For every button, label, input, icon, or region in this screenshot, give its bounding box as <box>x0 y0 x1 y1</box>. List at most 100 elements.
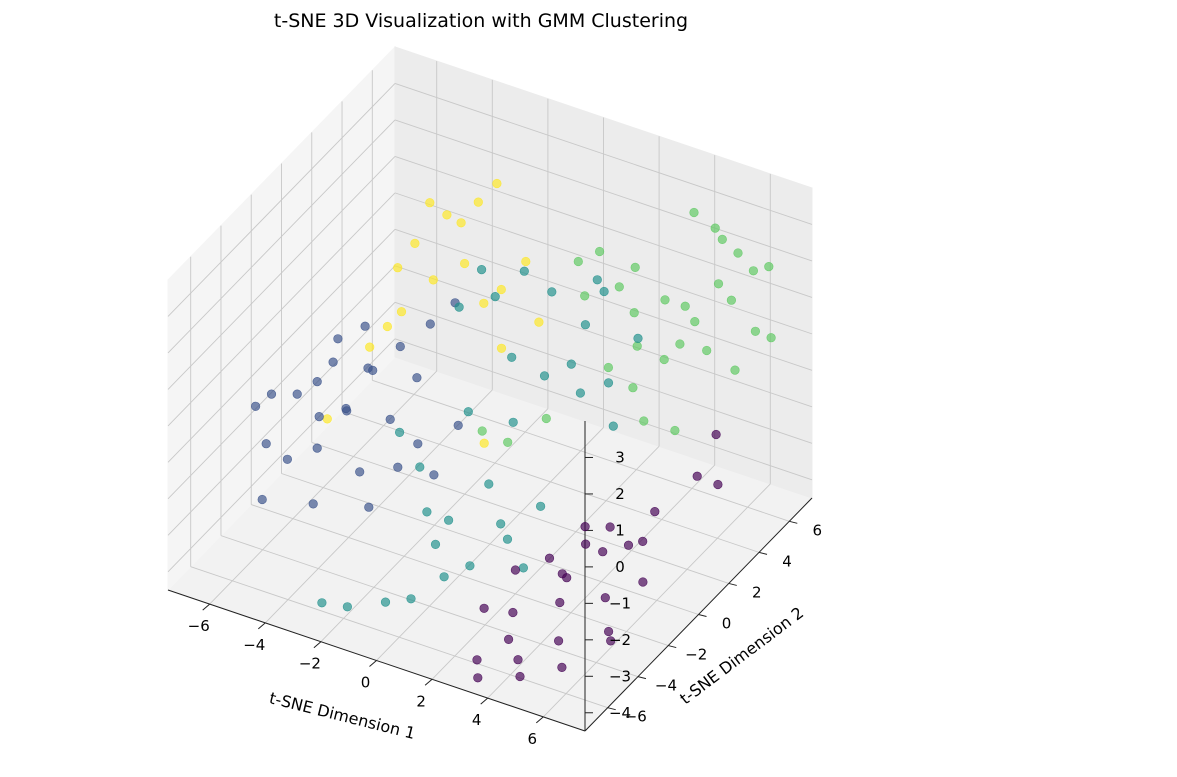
scatter-point-cluster-1 <box>333 334 343 344</box>
z-gridline-back <box>394 228 813 371</box>
scatter-point-cluster-1 <box>385 414 395 425</box>
scatter-point-cluster-0 <box>510 565 521 575</box>
scatter-point-cluster-2 <box>566 359 576 369</box>
scatter-point-cluster-2 <box>454 302 464 312</box>
z-tick-label: −3 <box>609 667 631 685</box>
scatter-point-cluster-3 <box>580 291 590 301</box>
y-tick-label: 0 <box>722 615 732 633</box>
scatter-point-cluster-0 <box>515 671 525 682</box>
y-tick-label: −4 <box>655 677 677 695</box>
scatter-point-cluster-2 <box>317 598 327 608</box>
scatter-point-cluster-1 <box>363 363 373 373</box>
axis-panes <box>167 45 813 732</box>
scatter-point-cluster-3 <box>628 383 638 393</box>
scatter-point-cluster-1 <box>364 502 374 512</box>
scatter-point-cluster-2 <box>477 265 487 275</box>
scatter-point-cluster-4 <box>410 238 420 248</box>
x-tick-mark <box>369 660 377 667</box>
scatter-point-cluster-2 <box>519 266 529 276</box>
scatter-point-cluster-3 <box>670 425 680 436</box>
scatter-point-cluster-0 <box>557 662 567 673</box>
z-gridline-back <box>394 301 813 444</box>
scatter-point-cluster-3 <box>748 266 759 276</box>
scatter-point-cluster-2 <box>539 371 550 381</box>
scatter-point-cluster-0 <box>479 603 489 613</box>
scatter-point-cluster-0 <box>580 539 591 549</box>
z-gridline-back <box>394 119 813 262</box>
scatter-point-cluster-2 <box>496 519 506 529</box>
z-gridline-left <box>167 119 396 354</box>
scatter-point-cluster-1 <box>257 494 267 505</box>
x-tick-label: −6 <box>188 617 210 635</box>
scatter-point-cluster-1 <box>412 373 422 383</box>
scatter-point-cluster-4 <box>393 263 403 273</box>
y-tick-mark <box>637 676 647 680</box>
scatter-point-cluster-1 <box>292 389 302 399</box>
scatter-point-cluster-4 <box>428 275 438 285</box>
scatter-point-cluster-1 <box>413 439 423 449</box>
scatter-point-cluster-3 <box>766 333 776 343</box>
y-gridline-floor <box>341 410 760 553</box>
grid-lines <box>167 61 813 718</box>
x-axis-label: t-SNE Dimension 1 <box>267 688 417 743</box>
scatter-point-cluster-0 <box>605 522 615 532</box>
chart-title: t-SNE 3D Visualization with GMM Clusteri… <box>274 10 688 32</box>
z-gridline-left <box>167 192 396 427</box>
x-tick-mark <box>424 678 433 686</box>
scatter-point-cluster-2 <box>592 275 602 285</box>
scatter-point-cluster-2 <box>502 534 513 544</box>
scatter-point-cluster-0 <box>504 634 514 645</box>
z-tick-label: 2 <box>615 485 625 503</box>
z-gridline-left <box>167 265 396 500</box>
z-gridline-left <box>167 338 396 573</box>
z-tick-label: −4 <box>609 704 631 722</box>
scatter-point-cluster-4 <box>473 197 483 207</box>
x-tick-mark <box>480 697 489 705</box>
scatter-point-cluster-3 <box>680 301 690 311</box>
z-tick-label: 1 <box>615 521 625 539</box>
scatter-point-cluster-1 <box>429 470 439 480</box>
scatter-point-cluster-4 <box>460 258 470 269</box>
z-tick-label: −2 <box>609 631 631 649</box>
z-gridline-left <box>167 229 396 463</box>
scatter-point-cluster-2 <box>575 388 586 398</box>
scatter-point-cluster-4 <box>521 256 531 267</box>
x-tick-mark <box>202 603 211 611</box>
scatter-point-cluster-3 <box>764 262 774 272</box>
y-gridline-floor <box>190 566 608 709</box>
scatter-point-cluster-3 <box>594 246 605 257</box>
scatter-point-cluster-4 <box>456 218 466 228</box>
scatter-point-cluster-4 <box>365 342 375 352</box>
scatter-point-cluster-2 <box>342 602 353 612</box>
scatter-point-cluster-1 <box>425 319 435 329</box>
scatter-point-cluster-2 <box>439 572 449 582</box>
scatter-point-cluster-1 <box>395 341 405 352</box>
z-tick-label: 3 <box>615 448 625 466</box>
scatter-point-cluster-3 <box>629 308 639 318</box>
scatter-point-cluster-3 <box>750 326 761 336</box>
y-tick-label: −2 <box>685 646 707 664</box>
scatter-point-cluster-0 <box>606 636 616 646</box>
scatter-point-cluster-1 <box>308 499 318 509</box>
scatter-point-cluster-2 <box>444 515 454 525</box>
scatter-point-cluster-2 <box>518 563 529 573</box>
scatter-point-cluster-1 <box>282 454 293 464</box>
scatter-point-cluster-3 <box>710 223 720 233</box>
scatter-point-cluster-3 <box>603 362 614 373</box>
scatter-point-cluster-3 <box>733 248 743 258</box>
scatter-point-cluster-4 <box>396 307 407 317</box>
x-tick-label: 6 <box>528 730 538 748</box>
y-tick-mark <box>789 520 798 524</box>
x-tick-label: 0 <box>361 674 371 692</box>
scatter-point-cluster-1 <box>312 443 322 453</box>
x-tick-label: −2 <box>299 655 321 673</box>
scatter-point-cluster-2 <box>490 292 500 302</box>
z-gridline-back <box>394 155 813 298</box>
scatter-point-cluster-0 <box>553 636 564 646</box>
scatter-point-cluster-3 <box>690 317 700 327</box>
x-tick-mark <box>535 716 544 724</box>
y-tick-mark <box>698 614 707 617</box>
scatter-point-cluster-1 <box>360 321 370 331</box>
scatter-point-cluster-0 <box>623 540 634 550</box>
